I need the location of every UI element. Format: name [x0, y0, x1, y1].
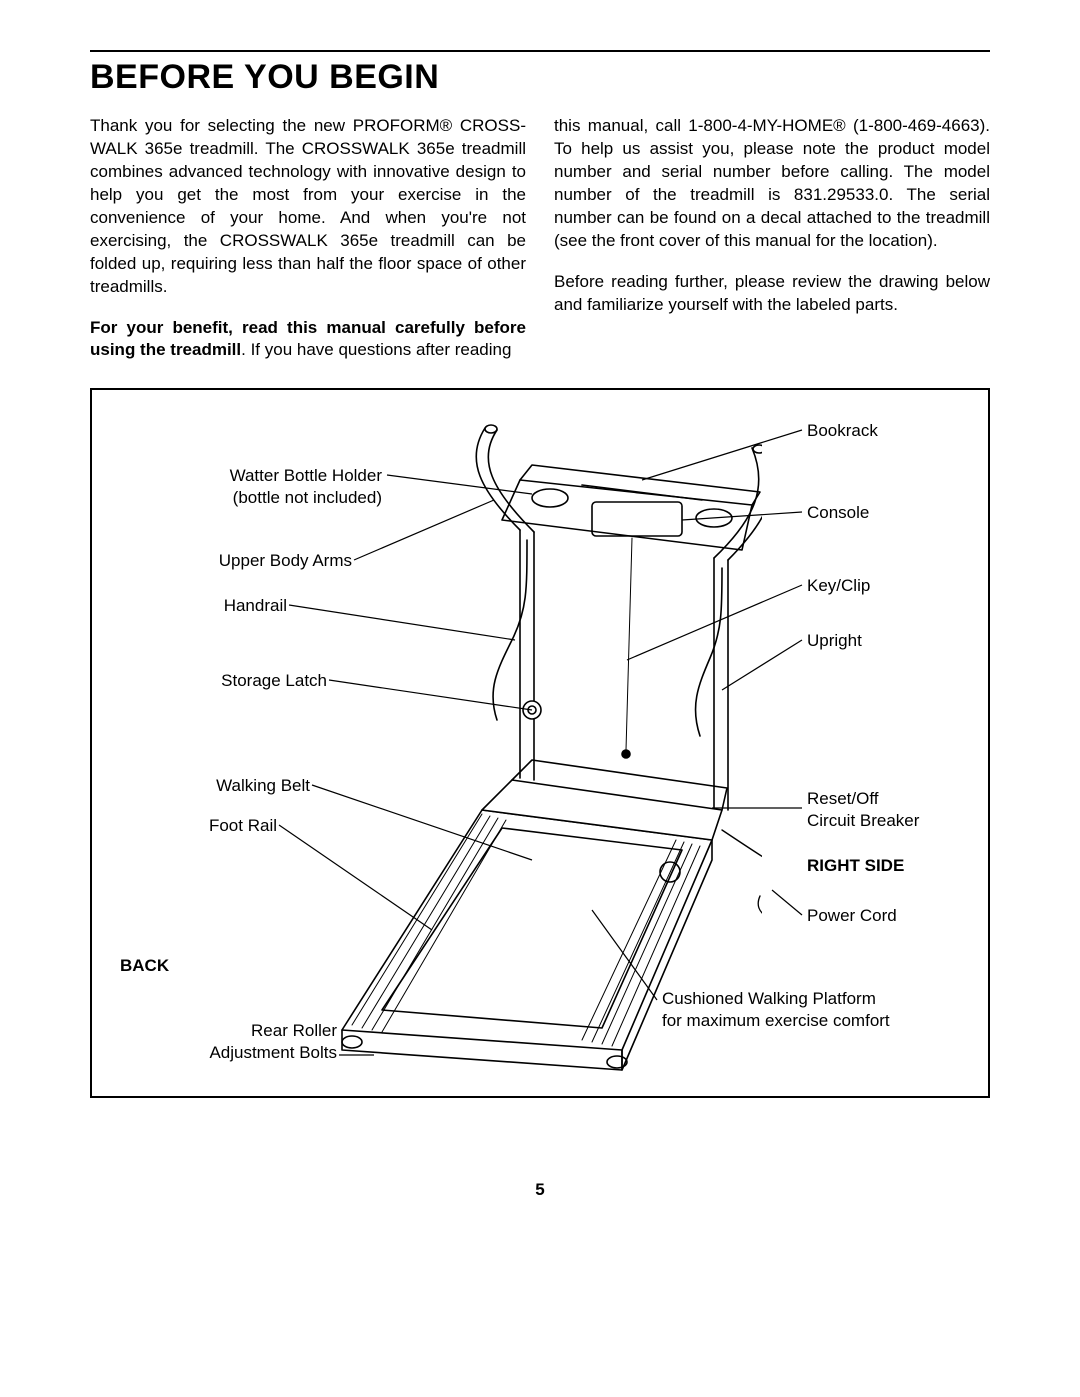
paragraph-intro: Thank you for selecting the new PROFORM®…: [90, 115, 526, 299]
label-upper-body-arms: Upper Body Arms: [122, 550, 352, 571]
label-reset-off: Reset/Off Circuit Breaker: [807, 788, 919, 831]
label-power-cord: Power Cord: [807, 905, 897, 926]
label-console: Console: [807, 502, 869, 523]
label-walking-belt: Walking Belt: [112, 775, 310, 796]
label-handrail: Handrail: [122, 595, 287, 616]
label-cushion: Cushioned Walking Platform for maximum e…: [662, 988, 890, 1031]
benefit-tail: . If you have questions after reading: [241, 340, 511, 359]
body-columns: Thank you for selecting the new PROFORM®…: [90, 115, 990, 362]
label-upright: Upright: [807, 630, 862, 651]
label-water-bottle-1: Watter Bottle Holder: [122, 465, 382, 486]
label-back: BACK: [120, 955, 169, 976]
label-rear-roller: Rear Roller Adjustment Bolts: [112, 1020, 337, 1063]
label-water-bottle: Watter Bottle Holder (bottle not include…: [122, 465, 382, 508]
label-cushion-2: for maximum exercise comfort: [662, 1010, 890, 1031]
paragraph-benefit: For your benefit, read this manual caref…: [90, 317, 526, 363]
treadmill-illustration: [282, 410, 762, 1080]
label-storage-latch: Storage Latch: [122, 670, 327, 691]
parts-diagram: Watter Bottle Holder (bottle not include…: [90, 388, 990, 1098]
column-right: this manual, call 1-800-4-MY-HOME® (1-80…: [554, 115, 990, 362]
label-rear-roller-2: Adjustment Bolts: [112, 1042, 337, 1063]
paragraph-review: Before reading further, please review th…: [554, 271, 990, 317]
label-water-bottle-2: (bottle not included): [122, 487, 382, 508]
label-reset-off-2: Circuit Breaker: [807, 810, 919, 831]
label-bookrack: Bookrack: [807, 420, 878, 441]
label-right-side: RIGHT SIDE: [807, 855, 904, 876]
label-foot-rail: Foot Rail: [112, 815, 277, 836]
label-cushion-1: Cushioned Walking Platform: [662, 988, 890, 1009]
page-title: BEFORE YOU BEGIN: [90, 58, 990, 97]
page-number: 5: [0, 1180, 1080, 1200]
column-left: Thank you for selecting the new PROFORM®…: [90, 115, 526, 362]
paragraph-contact: this manual, call 1-800-4-MY-HOME® (1-80…: [554, 115, 990, 253]
label-reset-off-1: Reset/Off: [807, 788, 919, 809]
label-rear-roller-1: Rear Roller: [112, 1020, 337, 1041]
label-key-clip: Key/Clip: [807, 575, 870, 596]
